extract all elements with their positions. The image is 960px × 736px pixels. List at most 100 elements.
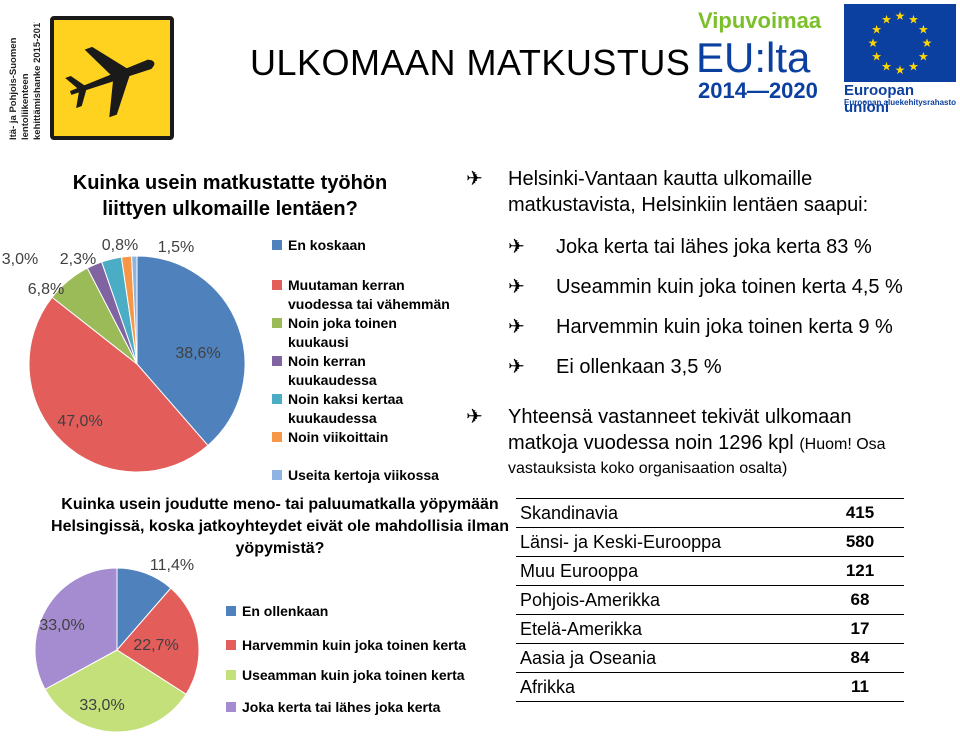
- value-cell: 11: [816, 672, 904, 702]
- legend-swatch: [226, 640, 236, 650]
- table-row: Skandinavia 415: [516, 498, 904, 528]
- data-label: 22,7%: [133, 637, 178, 654]
- legend-label: Noin viikoittain: [288, 429, 389, 445]
- total-line: Yhteensä vastanneet tekivät ulkomaan: [508, 406, 852, 428]
- total-value-text: matkoja vuodessa noin 1296 kpl: [508, 432, 794, 454]
- legend-label: Muutaman kerran: [288, 277, 405, 293]
- value-cell: 121: [816, 556, 904, 586]
- value-cell: 580: [816, 527, 904, 557]
- star-icon: ★: [918, 23, 929, 37]
- legend-item: En ollenkaan: [226, 602, 516, 621]
- chart1-legend: En koskaan Muutaman kerran vuodessa tai vä…: [272, 236, 482, 486]
- legend-label: Harvemmin kuin joka toinen kerta: [242, 637, 467, 653]
- summary-item: Harvemmin kuin joka toinen kerta 9 %: [556, 316, 893, 338]
- legend-item: Useamman kuin joka toinen kerta: [226, 666, 516, 685]
- legend-swatch: [226, 606, 236, 616]
- legend-label: kuukaudessa: [288, 372, 377, 388]
- summary-item: Useammin kuin joka toinen kerta 4,5 %: [556, 276, 903, 298]
- star-icon: ★: [908, 59, 919, 73]
- eu-union-label: Euroopan unioni: [844, 82, 914, 116]
- legend-item: En koskaan: [272, 236, 482, 255]
- legend-label: Useamman kuin joka toinen kerta: [242, 667, 465, 683]
- value-cell: 17: [816, 614, 904, 644]
- legend-label: En koskaan: [288, 237, 366, 253]
- project-logo: Itä- ja Pohjois-Suomen lentoliikenteen k…: [0, 8, 176, 140]
- value-cell: 68: [816, 585, 904, 615]
- table-row: Länsi- ja Keski-Eurooppa 580: [516, 527, 904, 557]
- airplane-icon: ✈: [466, 406, 483, 428]
- legend-swatch: [272, 394, 282, 404]
- star-icon: ★: [871, 50, 882, 64]
- table-row: Etelä-Amerikka 17: [516, 614, 904, 644]
- pie-slice: [136, 255, 246, 447]
- side-text-line: kehittämishanke 2015-2017: [32, 22, 43, 140]
- star-icon: ★: [918, 50, 929, 64]
- airplane-icon: [65, 46, 155, 118]
- legend-label: Noin kaksi kertaa: [288, 391, 404, 407]
- star-icon: ★: [895, 63, 906, 77]
- star-icon: ★: [881, 13, 892, 27]
- legend-label: Joka kerta tai lähes joka kerta: [242, 699, 441, 715]
- years-text: 2014—2020: [698, 78, 818, 102]
- destination-table: Skandinavia 415 Länsi- ja Keski-Eurooppa 58…: [516, 498, 904, 702]
- legend-swatch: [272, 240, 282, 250]
- side-text-line: Itä- ja Pohjois-Suomen: [8, 37, 19, 140]
- data-label: 33,0%: [39, 617, 84, 634]
- intro-line: Helsinki-Vantaan kautta ulkomaille: [508, 168, 813, 190]
- data-label: 1,5%: [158, 239, 194, 256]
- legend-item: Muutaman kerran: [272, 276, 482, 295]
- eu-lta-text: EU:lta: [696, 34, 811, 81]
- legend-label: kuukaudessa: [288, 410, 377, 426]
- airplane-tile: [50, 16, 174, 140]
- legend-swatch: [272, 280, 282, 290]
- legend-item: kuukausi: [272, 333, 482, 352]
- vipuvoimaa-text: Vipuvoimaa: [698, 8, 822, 33]
- data-label: 0,8%: [102, 237, 138, 254]
- table-row: Aasia ja Oseania 84: [516, 643, 904, 673]
- legend-label: Noin kerran: [288, 353, 366, 369]
- data-label: 2,3%: [60, 251, 96, 268]
- legend-item: Noin kaksi kertaa: [272, 390, 482, 409]
- legend-swatch: [226, 670, 236, 680]
- chart2-title: Kuinka usein joudutte meno- tai paluumat…: [51, 496, 509, 557]
- vipuvoimaa-logo: Vipuvoimaa EU:lta 2014—2020: [694, 6, 834, 103]
- table-row: Afrikka 11: [516, 672, 904, 702]
- data-label: 47,0%: [57, 413, 102, 430]
- legend-label: vuodessa tai vähemmän: [288, 296, 450, 312]
- total-line-2: matkoja vuodessa noin 1296 kpl (Huom! Os…: [508, 430, 886, 458]
- chart1-pie: 38,6% 47,0% 6,8% 2,3% 3,0% 1,5% 0,8%: [2, 237, 246, 473]
- legend-item: kuukaudessa: [272, 371, 482, 390]
- table-row: Pohjois-Amerikka 68: [516, 585, 904, 615]
- airplane-icon: ✈: [508, 316, 525, 338]
- star-icon: ★: [868, 36, 879, 50]
- data-label: 3,0%: [2, 251, 38, 268]
- legend-item: Useita kertoja viikossa: [272, 466, 482, 485]
- legend-item: Harvemmin kuin joka toinen kerta: [226, 636, 516, 655]
- chart2-pie: 11,4% 22,7% 33,0% 33,0%: [34, 557, 200, 733]
- intro-line: matkustavista, Helsinkiin lentäen saapui…: [508, 194, 869, 216]
- summary-item: Joka kerta tai lähes joka kerta 83 %: [556, 236, 872, 258]
- region-cell: Afrikka: [516, 672, 816, 702]
- data-label: 38,6%: [175, 345, 220, 362]
- legend-swatch: [272, 470, 282, 480]
- pie-slice: [28, 296, 209, 473]
- data-label: 6,8%: [28, 281, 64, 298]
- page-title: ULKOMAAN MATKUSTUS: [250, 42, 691, 83]
- region-cell: Muu Eurooppa: [516, 556, 816, 586]
- value-cell: 415: [816, 498, 904, 528]
- star-icon: ★: [881, 59, 892, 73]
- side-text-rotated: Itä- ja Pohjois-Suomen lentoliikenteen k…: [8, 22, 43, 140]
- pie-slice: [131, 255, 138, 365]
- total-note: (Huom! Osa: [799, 436, 886, 453]
- legend-item: vuodessa tai vähemmän: [272, 295, 482, 314]
- legend-label: kuukausi: [288, 334, 349, 350]
- legend-swatch: [272, 432, 282, 442]
- table-row: Muu Eurooppa 121: [516, 556, 904, 586]
- eu-flag-icon: ★ ★ ★ ★ ★ ★ ★ ★ ★ ★ ★ ★: [844, 4, 956, 82]
- region-cell: Aasia ja Oseania: [516, 643, 816, 673]
- legend-item: Noin kerran: [272, 352, 482, 371]
- side-text-line: lentoliikenteen: [20, 73, 31, 140]
- legend-item: Noin viikoittain: [272, 428, 482, 447]
- total-note-2: vastauksista koko organisaation osalta): [508, 460, 788, 477]
- star-icon: ★: [871, 23, 882, 37]
